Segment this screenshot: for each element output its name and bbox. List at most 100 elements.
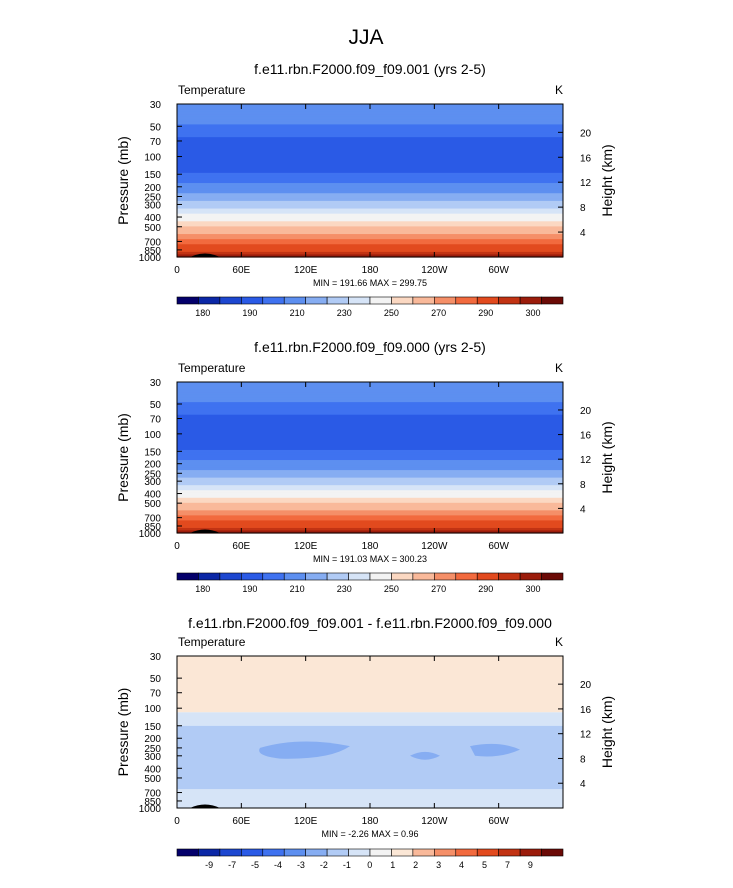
colorbar-swatch bbox=[391, 296, 414, 305]
contour-band bbox=[177, 394, 563, 398]
contour-band bbox=[177, 434, 563, 438]
contour-field bbox=[177, 104, 563, 258]
page-title: JJA bbox=[348, 26, 383, 49]
colorbar-swatch bbox=[455, 572, 478, 581]
colorbar-label: 250 bbox=[384, 584, 399, 594]
min-max-stats: MIN = 191.03 MAX = 300.23 bbox=[313, 554, 427, 564]
colorbar-label: -4 bbox=[274, 860, 282, 870]
y-tick-label: 400 bbox=[144, 490, 161, 501]
y-tick-label: 850 bbox=[144, 522, 161, 533]
colorbar-swatch bbox=[541, 848, 564, 857]
contour-band bbox=[177, 170, 563, 174]
contour-band bbox=[177, 505, 563, 509]
variable-label: Temperature bbox=[178, 361, 246, 375]
colorbar-label: 250 bbox=[384, 308, 399, 318]
contour-band bbox=[177, 193, 563, 197]
contour-band bbox=[177, 512, 563, 516]
colorbar-swatch bbox=[519, 848, 542, 857]
colorbar-swatch bbox=[283, 296, 306, 305]
contour-region bbox=[177, 725, 563, 790]
contour-band bbox=[177, 231, 563, 235]
colorbar-swatch bbox=[176, 296, 199, 305]
colorbar-swatch bbox=[176, 572, 199, 581]
contour-band bbox=[177, 472, 563, 476]
colorbar-label: -7 bbox=[228, 860, 236, 870]
contour-band bbox=[177, 114, 563, 118]
contour-band bbox=[177, 487, 563, 491]
x-tick-label: 120W bbox=[421, 541, 448, 552]
colorbar-swatch bbox=[434, 848, 457, 857]
topography bbox=[190, 804, 220, 808]
y-tick-label: 150 bbox=[144, 447, 161, 458]
colorbar-swatch bbox=[219, 572, 242, 581]
contour-band bbox=[177, 525, 563, 529]
x-tick-label: 120E bbox=[294, 541, 318, 552]
contour-band bbox=[177, 216, 563, 220]
colorbar-label: -1 bbox=[343, 860, 351, 870]
colorbar-label: 300 bbox=[525, 584, 540, 594]
contour-band bbox=[177, 470, 563, 474]
x-axis: 0 60E 120E 180 120W 60W bbox=[174, 382, 510, 552]
y-tick-label: 50 bbox=[150, 122, 162, 133]
y-tick-label: 100 bbox=[144, 153, 161, 164]
contour-band bbox=[177, 239, 563, 243]
min-max-stats: MIN = -2.26 MAX = 0.96 bbox=[321, 829, 418, 839]
colorbar-swatch bbox=[498, 296, 521, 305]
y-axis-left-label: Pressure (mb) bbox=[115, 413, 131, 502]
colorbar-swatch bbox=[198, 848, 221, 857]
x-tick-label: 180 bbox=[362, 816, 379, 827]
contour-band bbox=[177, 121, 563, 125]
y-tick-label: 30 bbox=[150, 378, 162, 389]
x-tick-label: 120E bbox=[294, 816, 318, 827]
colorbar-swatch bbox=[455, 296, 478, 305]
contour-band bbox=[177, 520, 563, 524]
contour-band bbox=[177, 454, 563, 459]
contour-band bbox=[177, 236, 563, 240]
chart-panel-2: f.e11.rbn.F2000.f09_f09.000 (yrs 2-5) Tem… bbox=[115, 339, 615, 594]
y-axis-left-label: Pressure (mb) bbox=[115, 136, 131, 225]
colorbar-label: 0 bbox=[367, 860, 372, 870]
x-tick-label: 60E bbox=[232, 816, 250, 827]
contour-band bbox=[177, 387, 563, 391]
contour-band bbox=[177, 111, 563, 115]
contour-band bbox=[177, 522, 563, 527]
y-tick-label: 700 bbox=[144, 789, 161, 800]
colorbar-swatch bbox=[219, 296, 242, 305]
contour-band bbox=[177, 198, 563, 202]
contour-band bbox=[177, 124, 563, 128]
contour-band bbox=[177, 402, 563, 406]
contour-band bbox=[177, 206, 563, 210]
contour-band bbox=[177, 477, 563, 481]
contour-band bbox=[177, 167, 563, 171]
y-tick-label: 400 bbox=[144, 213, 161, 224]
colorbar: -9 -7 -5 -4 -3 -2 -1 0 1 2 3 4 5 7 9 bbox=[176, 848, 564, 870]
contour-band bbox=[177, 399, 563, 403]
y-tick-label: 300 bbox=[144, 752, 161, 763]
colorbar-label: 270 bbox=[431, 584, 446, 594]
y-tick-label: 70 bbox=[150, 137, 162, 148]
contour-band bbox=[177, 208, 563, 212]
y-tick-label: 30 bbox=[150, 100, 162, 111]
contour-band bbox=[177, 109, 563, 113]
contour-blob bbox=[410, 751, 440, 760]
colorbar-swatch bbox=[369, 572, 392, 581]
contour-band bbox=[177, 200, 563, 205]
colorbar-swatch bbox=[434, 296, 457, 305]
x-tick-label: 0 bbox=[174, 265, 180, 276]
contour-region bbox=[177, 712, 563, 726]
y-tick-label: 250 bbox=[144, 469, 161, 480]
contour-band bbox=[177, 515, 563, 519]
y-axis-right-label: Height (km) bbox=[599, 144, 615, 216]
contour-band bbox=[177, 218, 563, 222]
colorbar-label: 9 bbox=[528, 860, 533, 870]
contour-band bbox=[177, 389, 563, 393]
colorbar-label: 190 bbox=[242, 308, 257, 318]
x-tick-label: 0 bbox=[174, 816, 180, 827]
contour-band bbox=[177, 147, 563, 151]
contour-band bbox=[177, 417, 563, 421]
chart-panel-3: f.e11.rbn.F2000.f09_f09.001 - f.e11.rbn.… bbox=[115, 615, 615, 870]
colorbar-swatch bbox=[391, 848, 414, 857]
contour-band bbox=[177, 485, 563, 489]
y-tick-label: 500 bbox=[144, 223, 161, 234]
contour-band bbox=[177, 177, 563, 182]
